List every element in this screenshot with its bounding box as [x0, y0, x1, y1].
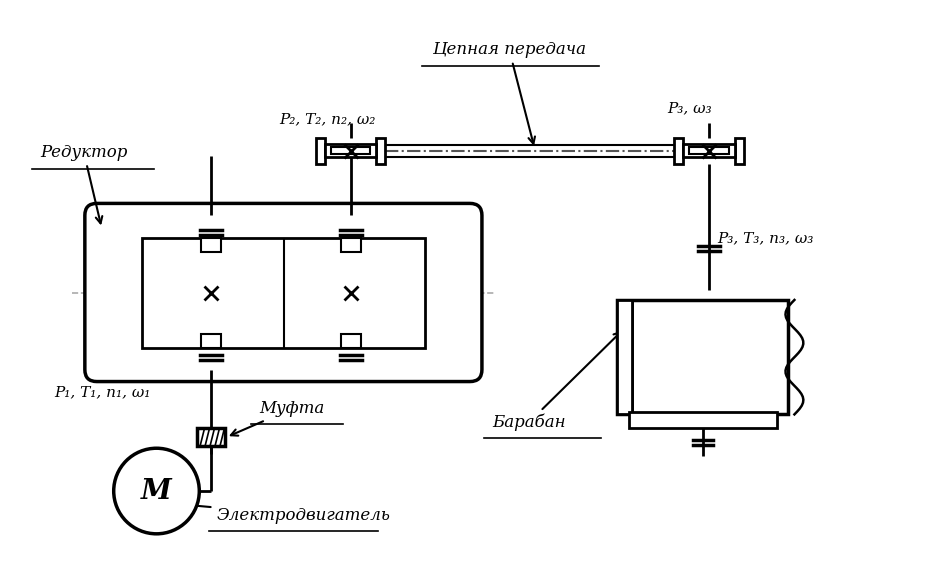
Bar	[340, 334, 361, 348]
Bar	[141, 238, 425, 348]
Bar	[324, 144, 377, 157]
Text: М: М	[141, 477, 172, 505]
Text: P₃, T₃, n₃, ω₃: P₃, T₃, n₃, ω₃	[717, 231, 813, 245]
Text: Цепная передача: Цепная передача	[432, 41, 586, 144]
Text: P₃, ω₃: P₃, ω₃	[667, 101, 712, 115]
Text: P₂, T₂, n₂, ω₂: P₂, T₂, n₂, ω₂	[279, 112, 375, 126]
Bar	[201, 238, 222, 252]
Bar	[617, 300, 788, 414]
Text: Муфта: Муфта	[231, 401, 324, 436]
FancyBboxPatch shape	[85, 203, 482, 381]
Bar	[629, 413, 776, 428]
Text: Барабан: Барабан	[492, 332, 621, 431]
Bar	[316, 138, 324, 164]
Bar	[617, 300, 632, 414]
Bar	[674, 138, 683, 164]
Bar	[340, 238, 361, 252]
Text: Электродвигатель: Электродвигатель	[181, 502, 390, 524]
Text: P₁, T₁, n₁, ω₁: P₁, T₁, n₁, ω₁	[54, 386, 151, 399]
Bar	[617, 300, 632, 414]
Bar	[377, 138, 385, 164]
Bar	[197, 428, 225, 446]
Bar	[689, 147, 728, 154]
Bar	[683, 144, 735, 157]
Bar	[201, 334, 222, 348]
Bar	[331, 147, 370, 154]
Bar	[735, 138, 743, 164]
Circle shape	[114, 448, 199, 534]
Text: Редуктор: Редуктор	[40, 143, 127, 223]
